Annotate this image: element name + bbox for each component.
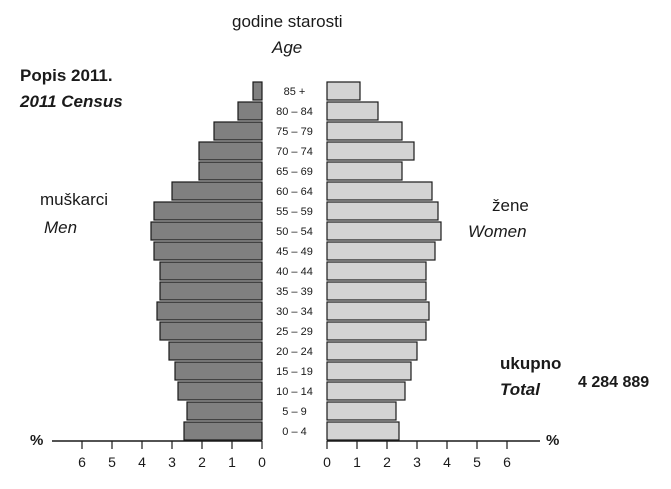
men-tick-label-1: 1	[228, 454, 236, 470]
men-bars	[150, 81, 263, 441]
women-bar-1	[326, 401, 397, 421]
men-bar-9	[153, 241, 263, 261]
women-tick-label-1: 1	[353, 454, 361, 470]
women-bar-12	[326, 181, 433, 201]
x-unit-label-left: %	[30, 432, 44, 449]
age-label-16: 80 – 84	[276, 106, 313, 118]
women-bar-17	[326, 81, 361, 101]
men-label-en: Men	[44, 218, 78, 237]
men-x-axis: 0 1 2 3 4 5 6	[52, 440, 266, 470]
men-tick-label-0: 0	[258, 454, 266, 470]
women-bar-7	[326, 281, 427, 301]
men-bar-12	[171, 181, 263, 201]
men-bar-6	[156, 301, 263, 321]
total-label-en: Total	[500, 380, 540, 399]
men-bar-13	[198, 161, 263, 181]
women-bar-5	[326, 321, 427, 341]
age-axis-title-en: Age	[272, 38, 303, 57]
men-bar-0	[183, 421, 263, 441]
men-bar-15	[213, 121, 263, 141]
men-tick-label-3: 3	[168, 454, 176, 470]
women-bar-16	[326, 101, 379, 121]
age-label-6: 30 – 34	[276, 306, 313, 318]
men-tick-label-4: 4	[138, 454, 146, 470]
age-label-8: 40 – 44	[276, 266, 313, 278]
age-label-14: 70 – 74	[276, 146, 313, 158]
men-bar-14	[198, 141, 263, 161]
men-label-local: muškarci	[40, 190, 109, 209]
age-label-15: 75 – 79	[276, 126, 313, 138]
women-bars	[326, 81, 442, 441]
men-bar-4	[168, 341, 263, 361]
women-bar-10	[326, 221, 442, 241]
women-x-axis: 0 1 2 3 4 5 6	[323, 440, 540, 470]
women-bar-0	[326, 421, 400, 441]
total-label-local: ukupno	[500, 354, 562, 373]
age-label-2: 10 – 14	[276, 386, 313, 398]
women-bar-6	[326, 301, 430, 321]
x-unit-label-right: %	[546, 432, 560, 449]
women-label-en: Women	[468, 222, 527, 241]
age-label-10: 50 – 54	[276, 226, 313, 238]
women-tick-label-6: 6	[503, 454, 511, 470]
age-label-3: 15 – 19	[276, 366, 313, 378]
men-bar-17	[252, 81, 263, 101]
age-label-17: 85 +	[284, 86, 306, 98]
women-bar-4	[326, 341, 418, 361]
women-tick-label-2: 2	[383, 454, 391, 470]
age-label-1: 5 – 9	[282, 406, 306, 418]
men-bar-8	[159, 261, 263, 281]
census-title-local: Popis 2011.	[20, 66, 113, 85]
men-bar-11	[153, 201, 263, 221]
age-label-13: 65 – 69	[276, 166, 313, 178]
men-bar-16	[237, 101, 263, 121]
women-bar-2	[326, 381, 406, 401]
age-label-7: 35 – 39	[276, 286, 313, 298]
men-tick-label-2: 2	[198, 454, 206, 470]
women-tick-label-5: 5	[473, 454, 481, 470]
women-bar-3	[326, 361, 412, 381]
age-axis-title-local: godine starosti	[232, 12, 343, 31]
women-tick-label-4: 4	[443, 454, 451, 470]
women-bar-9	[326, 241, 436, 261]
age-label-11: 55 – 59	[276, 206, 313, 218]
men-bar-1	[186, 401, 263, 421]
women-bar-15	[326, 121, 403, 141]
age-group-labels: 0 – 4 5 – 9 10 – 14 15 – 19 20 – 24 25 – 29 30…	[276, 86, 313, 438]
women-label-local: žene	[492, 196, 529, 215]
men-bar-5	[159, 321, 263, 341]
men-tick-label-6: 6	[78, 454, 86, 470]
women-bar-11	[326, 201, 439, 221]
women-bar-13	[326, 161, 403, 181]
women-bar-8	[326, 261, 427, 281]
age-label-4: 20 – 24	[276, 346, 313, 358]
men-bar-10	[150, 221, 263, 241]
total-value: 4 284 889	[578, 374, 650, 391]
age-label-9: 45 – 49	[276, 246, 313, 258]
census-title-en: 2011 Census	[20, 92, 123, 111]
age-label-5: 25 – 29	[276, 326, 313, 338]
men-bar-2	[177, 381, 263, 401]
men-bar-7	[159, 281, 263, 301]
women-tick-label-0: 0	[323, 454, 331, 470]
men-tick-label-5: 5	[108, 454, 116, 470]
women-tick-label-3: 3	[413, 454, 421, 470]
women-bar-14	[326, 141, 415, 161]
age-label-12: 60 – 64	[276, 186, 313, 198]
men-bar-3	[174, 361, 263, 381]
age-label-0: 0 – 4	[282, 426, 306, 438]
